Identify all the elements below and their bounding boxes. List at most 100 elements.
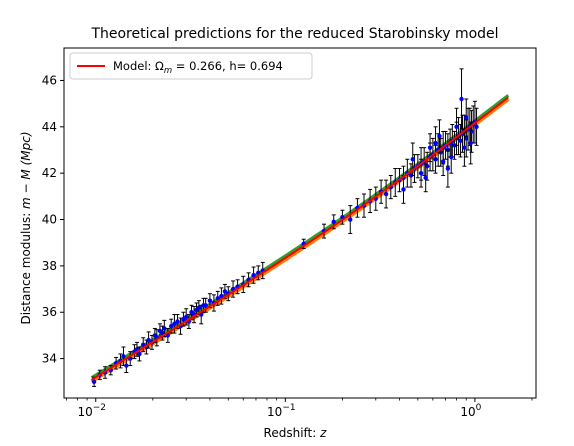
model-line <box>91 96 509 381</box>
y-tick-label-42: 42 <box>42 166 57 180</box>
legend: Model: Ωm = 0.266, h= 0.694 <box>69 52 313 80</box>
data-point-59 <box>383 179 389 209</box>
y-axis-label-text: Distance modulus: <box>19 209 33 325</box>
data-point-93 <box>474 107 479 146</box>
chart-title: Theoretical predictions for the reduced … <box>90 26 498 42</box>
data-marker <box>207 298 213 303</box>
data-point-108 <box>462 128 467 167</box>
data-marker <box>184 314 189 320</box>
data-point-39 <box>219 287 224 305</box>
legend-prefix: Model: Ω <box>113 59 164 73</box>
y-tick-label-46: 46 <box>42 73 57 87</box>
data-marker <box>203 303 208 308</box>
data-marker <box>172 321 177 327</box>
data-point-107 <box>454 107 459 146</box>
data-marker <box>331 219 336 225</box>
data-point-48 <box>260 261 265 280</box>
data-marker <box>464 115 469 120</box>
data-marker <box>401 187 406 192</box>
data-marker <box>348 217 353 222</box>
plot-area <box>90 68 510 387</box>
data-point-45 <box>246 272 251 288</box>
x-axis-label: Redshift: z <box>264 426 328 440</box>
data-marker <box>91 379 97 384</box>
data-marker <box>464 136 469 141</box>
data-marker <box>440 159 446 164</box>
data-point-35 <box>203 297 208 313</box>
data-marker <box>474 124 479 130</box>
data-marker <box>449 154 454 160</box>
data-marker <box>459 96 464 102</box>
x-axis-variable: z <box>319 426 327 440</box>
plot-layer <box>90 68 510 387</box>
x-axis-label-text: Redshift: <box>264 426 321 440</box>
y-tick-label-34: 34 <box>42 352 57 366</box>
data-marker <box>418 170 424 176</box>
data-marker <box>462 145 467 150</box>
y-tick-label-40: 40 <box>42 213 57 227</box>
y-axis-variable: m − M (Mpc) <box>19 131 33 208</box>
data-point-46 <box>251 266 256 284</box>
data-point-38 <box>215 290 220 306</box>
data-marker <box>410 157 415 162</box>
data-marker <box>137 351 142 357</box>
data-point-94 <box>459 68 464 130</box>
data-point-54 <box>355 198 360 218</box>
y-tick-label-36: 36 <box>42 305 57 319</box>
data-marker <box>168 323 174 329</box>
x-tick-base: 10 <box>267 405 282 419</box>
data-marker <box>222 289 228 294</box>
data-marker <box>175 319 180 324</box>
data-marker <box>437 133 442 139</box>
x-tick-exponent: −2 <box>93 403 106 413</box>
x-tick-base: 10 <box>460 405 475 419</box>
x-tick-base: 10 <box>77 405 92 419</box>
x-tick-exponent: −1 <box>282 403 295 413</box>
legend-subscript: m <box>164 66 172 76</box>
x-tick-label-0: 10−2 <box>77 403 106 419</box>
data-marker <box>433 140 438 146</box>
data-point-103 <box>468 121 473 165</box>
x-tick-exponent: 0 <box>476 403 482 413</box>
y-tick-label-38: 38 <box>42 259 57 273</box>
legend-box <box>69 52 313 80</box>
data-point-95 <box>445 149 451 188</box>
data-marker <box>454 124 459 130</box>
data-marker <box>468 140 473 146</box>
data-marker <box>162 326 167 331</box>
data-marker <box>251 272 256 278</box>
data-point-23 <box>172 314 177 334</box>
y-tick-label-44: 44 <box>42 120 57 134</box>
data-marker <box>458 138 463 143</box>
data-marker <box>383 191 389 197</box>
data-point-97 <box>423 163 428 193</box>
data-marker <box>121 354 126 359</box>
x-tick-label-2: 100 <box>460 403 481 419</box>
y-axis-label: Distance modulus: m − M (Mpc) <box>19 131 33 324</box>
data-marker <box>146 337 151 343</box>
data-point-33 <box>199 304 204 325</box>
data-marker <box>141 342 146 347</box>
data-marker <box>427 145 433 150</box>
data-point-96 <box>437 119 442 153</box>
data-point-43 <box>235 279 240 295</box>
data-point-60 <box>388 174 393 200</box>
legend-suffix: = 0.266, h= 0.694 <box>172 59 283 73</box>
data-marker <box>219 293 224 299</box>
data-point-84 <box>458 123 463 158</box>
data-point-81 <box>452 130 457 160</box>
data-marker <box>196 305 202 310</box>
data-marker <box>215 296 220 301</box>
data-marker <box>124 363 129 368</box>
data-point-12 <box>141 337 146 353</box>
data-point-6 <box>121 346 126 367</box>
data-marker <box>423 175 428 181</box>
data-marker <box>452 143 457 148</box>
x-tick-label-1: 10−1 <box>267 403 296 419</box>
data-point-30 <box>191 305 197 324</box>
data-point-57 <box>373 186 378 211</box>
legend-entry: Model: Ωm = 0.266, h= 0.694 <box>113 59 283 76</box>
